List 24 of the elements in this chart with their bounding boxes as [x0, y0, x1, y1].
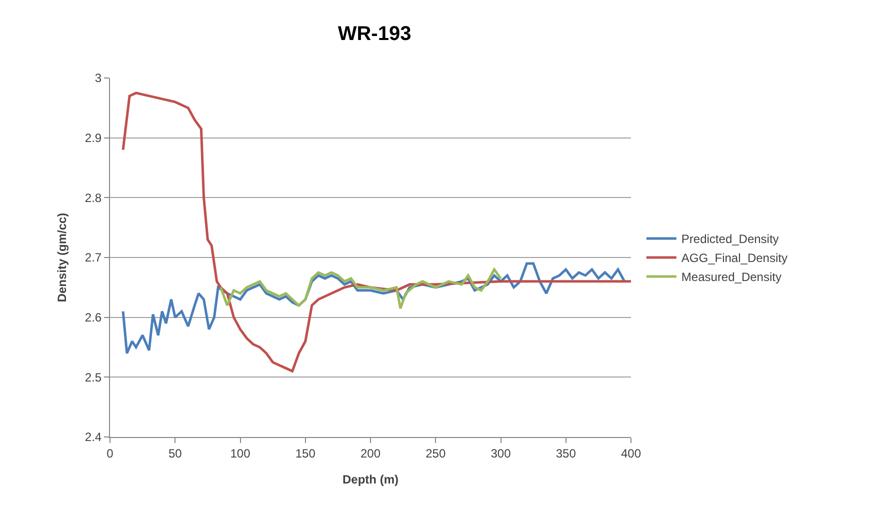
x-tick-label: 150	[295, 446, 316, 460]
x-tick-label: 50	[168, 446, 182, 460]
x-tick-label: 400	[620, 446, 642, 460]
y-tick-label: 2.7	[84, 250, 102, 265]
x-tick-label: 100	[230, 446, 251, 460]
chart-title: WR-193	[338, 22, 412, 45]
y-tick-label: 2.6	[84, 310, 102, 325]
y-tick-label: 2.4	[84, 430, 102, 444]
y-tick-label: 2.5	[84, 370, 102, 384]
y-tick-label: 3	[94, 71, 102, 86]
y-tick-label: 2.8	[84, 190, 102, 205]
x-tick-label: 200	[360, 446, 381, 460]
legend-label: AGG_Final_Density	[681, 251, 788, 266]
x-tick-label: 250	[426, 446, 446, 460]
x-tick-label: 0	[106, 446, 114, 460]
x-tick-label: 350	[556, 446, 576, 460]
legend-label: Predicted_Density	[681, 232, 779, 246]
x-tick-label: 300	[490, 446, 512, 460]
y-axis-title: Density (gm/cc)	[55, 212, 70, 302]
legend-label: Measured_Density	[681, 270, 782, 284]
line-series	[219, 268, 502, 310]
x-axis-title: Depth (m)	[342, 472, 398, 486]
line-series	[122, 92, 631, 372]
y-tick-label: 2.9	[84, 131, 102, 146]
